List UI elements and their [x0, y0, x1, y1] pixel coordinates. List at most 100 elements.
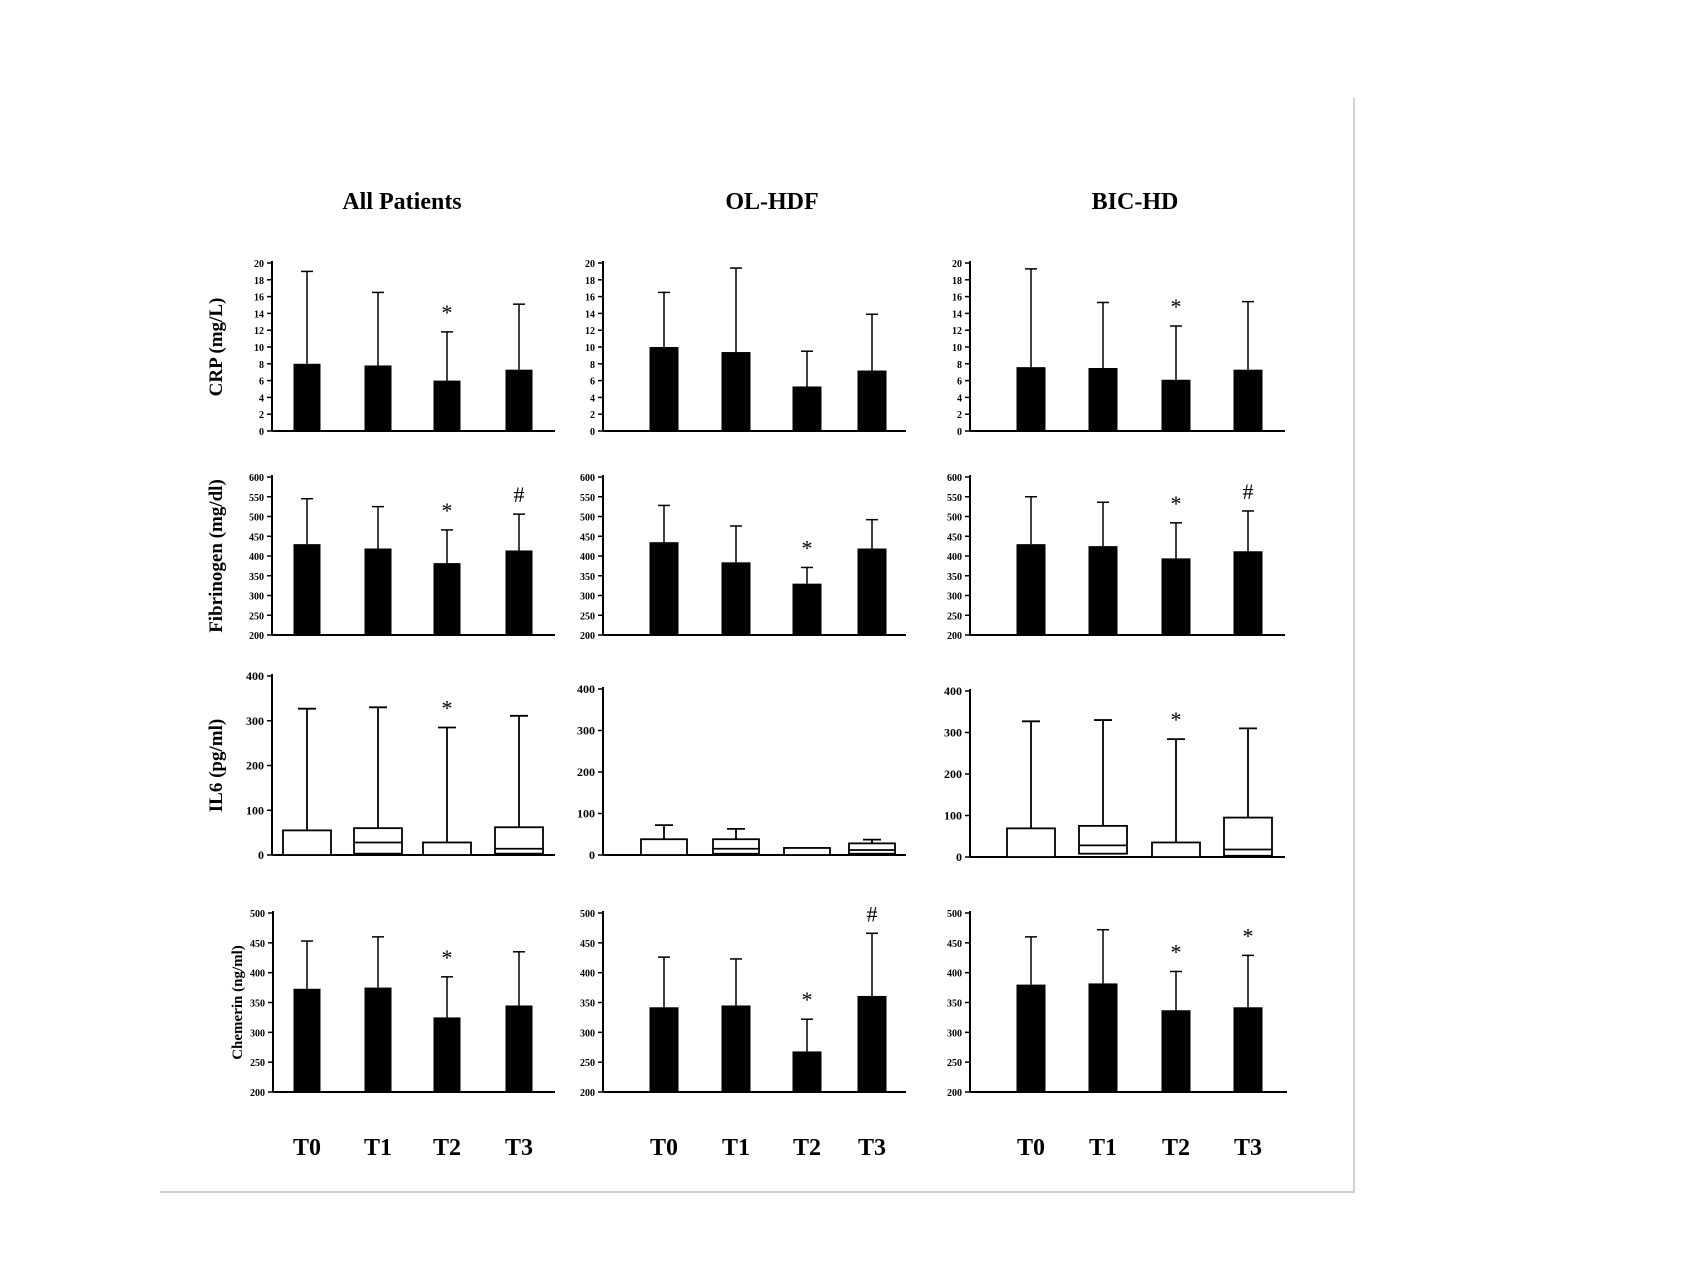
chemerin-all-bar-T3 — [505, 1005, 533, 1092]
chemerin-all-ytick-label: 200 — [250, 1088, 265, 1099]
chemerin-all-ytick-label: 250 — [250, 1058, 265, 1069]
xtick-label-all-T2: T2 — [433, 1135, 461, 1161]
il6-all-box-T2 — [422, 841, 472, 856]
il6-all-box-T1 — [353, 827, 403, 855]
chemerin-all-bar-T2 — [433, 1017, 461, 1092]
crp-all-ytick-label: 4 — [259, 393, 264, 404]
fibrinogen-all-bar-T1 — [364, 548, 392, 635]
il6-all-box-T3 — [494, 826, 544, 855]
chemerin-olhdf-bar-T0 — [649, 1007, 679, 1092]
crp-olhdf-ytick-label: 6 — [590, 377, 595, 388]
crp-bichd-bar-T3 — [1233, 369, 1263, 431]
fibrinogen-all-annotation-T2: * — [442, 498, 453, 523]
fibrinogen-all-ytick-label: 550 — [249, 493, 264, 504]
fibrinogen-olhdf-bar-T0 — [649, 542, 679, 635]
crp-olhdf-bar-T1 — [721, 352, 751, 431]
fibrinogen-all-ytick-label: 600 — [249, 473, 264, 484]
crp-bichd-ytick-label: 4 — [957, 393, 962, 404]
il6-bichd-box-T1 — [1078, 824, 1128, 855]
fibrinogen-all-ytick-label: 450 — [249, 532, 264, 543]
fibrinogen-bichd-ytick-label: 600 — [947, 473, 962, 484]
il6-bichd-ytick-label: 100 — [944, 809, 962, 823]
fibrinogen-bichd-ytick-label: 400 — [947, 552, 962, 563]
crp-bichd-ytick-label: 14 — [952, 309, 962, 320]
crp-all-bar-T0 — [293, 363, 321, 431]
crp-olhdf-ytick-label: 18 — [585, 276, 595, 287]
chemerin-all-ytick-label: 400 — [250, 969, 265, 980]
crp-all-annotation-T2: * — [442, 300, 453, 325]
il6-bichd-ytick-label: 300 — [944, 726, 962, 740]
chemerin-all-ytick-label: 350 — [250, 999, 265, 1010]
chemerin-all-ytick-label: 500 — [250, 909, 265, 920]
chemerin-bichd-bar-T2 — [1161, 1010, 1191, 1092]
il6-all-ytick-label: 0 — [258, 848, 264, 862]
row-label-fibrinogen: Fibrinogen (mg/dl) — [206, 479, 227, 633]
crp-all-bar-T1 — [364, 365, 392, 431]
crp-bichd-ytick-label: 0 — [957, 427, 962, 438]
crp-bichd-ytick-label: 18 — [952, 276, 962, 287]
row-label-il6: IL6 (pg/ml) — [206, 719, 227, 812]
crp-olhdf-ytick-label: 10 — [585, 343, 595, 354]
il6-olhdf-ytick-label: 0 — [589, 848, 595, 862]
fibrinogen-bichd-ytick-label: 450 — [947, 532, 962, 543]
chemerin-bichd-ytick-label: 200 — [947, 1088, 962, 1099]
fibrinogen-all-bar-T0 — [293, 544, 321, 635]
chemerin-olhdf-annotation-T3: # — [867, 901, 878, 926]
fibrinogen-olhdf-ytick-label: 550 — [580, 493, 595, 504]
fibrinogen-bichd-bar-T2 — [1161, 558, 1191, 635]
il6-olhdf-box-T3 — [848, 842, 896, 855]
chemerin-bichd-bar-T3 — [1233, 1007, 1263, 1092]
crp-olhdf-ytick-label: 2 — [590, 410, 595, 421]
fibrinogen-all-ytick-label: 200 — [249, 631, 264, 642]
fibrinogen-bichd-ytick-label: 200 — [947, 631, 962, 642]
crp-olhdf-bar-T3 — [857, 370, 887, 431]
fibrinogen-olhdf-annotation-T2: * — [802, 535, 813, 560]
fibrinogen-bichd-ytick-label: 300 — [947, 592, 962, 603]
fibrinogen-bichd-annotation-T3: # — [1243, 479, 1254, 504]
chemerin-bichd-ytick-label: 450 — [947, 939, 962, 950]
il6-olhdf-ytick-label: 100 — [577, 807, 595, 821]
il6-bichd-ytick-label: 0 — [956, 850, 962, 864]
crp-olhdf-ytick-label: 4 — [590, 393, 595, 404]
il6-olhdf-ytick-label: 400 — [577, 682, 595, 696]
crp-all-ytick-label: 14 — [254, 309, 264, 320]
crp-bichd-bar-T1 — [1088, 368, 1118, 431]
fibrinogen-bichd-bar-T3 — [1233, 551, 1263, 635]
chemerin-all-bar-T1 — [364, 987, 392, 1092]
crp-all-ytick-label: 12 — [254, 326, 264, 337]
crp-bichd-annotation-T2: * — [1171, 294, 1182, 319]
chemerin-all-ytick-label: 450 — [250, 939, 265, 950]
il6-bichd-box-T2 — [1151, 841, 1201, 858]
fibrinogen-olhdf-ytick-label: 350 — [580, 572, 595, 583]
fibrinogen-olhdf-ytick-label: 250 — [580, 611, 595, 622]
fibrinogen-olhdf-ytick-label: 200 — [580, 631, 595, 642]
crp-bichd-ytick-label: 16 — [952, 293, 962, 304]
fibrinogen-olhdf-bar-T1 — [721, 562, 751, 635]
il6-all-box-T0 — [282, 829, 332, 856]
xtick-label-olhdf-T3: T3 — [858, 1135, 886, 1161]
il6-bichd-annotation-T2: * — [1171, 707, 1182, 732]
fibrinogen-bichd-ytick-label: 500 — [947, 513, 962, 524]
chemerin-bichd-ytick-label: 350 — [947, 999, 962, 1010]
chemerin-olhdf-ytick-label: 400 — [580, 969, 595, 980]
chemerin-olhdf-annotation-T2: * — [802, 987, 813, 1012]
crp-olhdf-ytick-label: 0 — [590, 427, 595, 438]
row-label-crp: CRP (mg/L) — [206, 298, 227, 397]
column-title-olhdf: OL-HDF — [725, 189, 818, 215]
chemerin-all-bar-T0 — [293, 988, 321, 1092]
fibrinogen-bichd-bar-T1 — [1088, 546, 1118, 635]
column-title-bichd: BIC-HD — [1092, 189, 1179, 215]
crp-bichd-ytick-label: 10 — [952, 343, 962, 354]
chemerin-olhdf-bar-T1 — [721, 1005, 751, 1092]
il6-olhdf-ytick-label: 300 — [577, 724, 595, 738]
crp-bichd-ytick-label: 6 — [957, 377, 962, 388]
crp-olhdf-bar-T2 — [792, 386, 822, 431]
chemerin-bichd-ytick-label: 250 — [947, 1058, 962, 1069]
crp-olhdf-ytick-label: 14 — [585, 309, 595, 320]
il6-olhdf-box-T1 — [712, 838, 760, 855]
crp-bichd-ytick-label: 20 — [952, 259, 962, 270]
xtick-label-all-T1: T1 — [364, 1135, 392, 1161]
crp-all-ytick-label: 10 — [254, 343, 264, 354]
crp-all-ytick-label: 20 — [254, 259, 264, 270]
